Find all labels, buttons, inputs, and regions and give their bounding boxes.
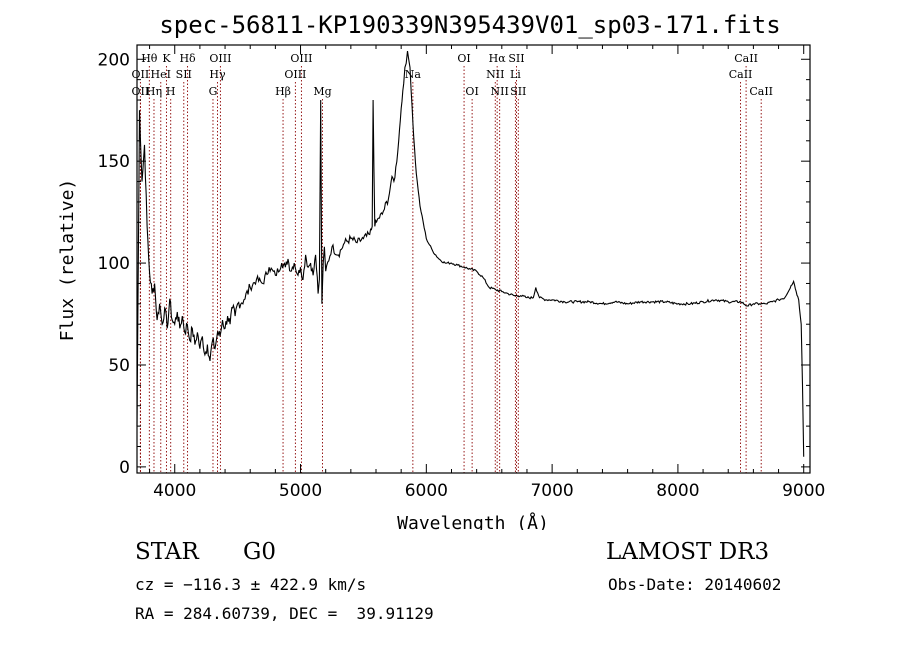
spectral-line-label: Mg [313, 85, 331, 98]
spectral-line-label: OII [132, 68, 150, 81]
axis-ticks: 4000 5000 6000 7000 8000 9000 0 50 100 150 200 [98, 45, 825, 501]
spectral-line-label: NII [491, 85, 509, 98]
y-tick-label: 50 [108, 356, 130, 376]
spectral-line-label: Li [510, 68, 521, 81]
spectral-line-label: CaII [734, 52, 758, 65]
spectral-line-label: Hη [146, 85, 162, 98]
spectral-line-label: HeI [151, 68, 171, 81]
spectral-line-label: NII [486, 68, 504, 81]
spectral-line-label: Hδ [179, 52, 196, 65]
x-tick-label: 9000 [782, 481, 825, 501]
spectral-line-label: SII [510, 85, 526, 98]
spectral-line-label: OIII [284, 68, 306, 81]
object-subclass: G0 [243, 539, 277, 565]
spectral-line-label: OIII [290, 52, 312, 65]
x-tick-label: 5000 [279, 481, 322, 501]
spectral-line-label: CaII [749, 85, 773, 98]
y-axis-label: Flux (relative) [57, 179, 78, 342]
spectral-line-label: Na [405, 68, 422, 81]
spectral-line-label: CaII [729, 68, 753, 81]
spectral-line-label: OI [465, 85, 478, 98]
spectral-line-label: SII [508, 52, 524, 65]
x-tick-label: 7000 [530, 481, 573, 501]
x-tick-label: 6000 [405, 481, 448, 501]
spectral-line-label: Hγ [209, 68, 226, 81]
spectral-line-label: H [166, 85, 176, 98]
chart-title: spec-56811-KP190339N395439V01_sp03-171.f… [159, 11, 780, 39]
y-tick-label: 200 [98, 50, 130, 70]
y-tick-label: 0 [119, 458, 130, 478]
x-tick-label: 4000 [153, 481, 196, 501]
y-tick-label: 150 [98, 152, 130, 172]
survey-name: LAMOST DR3 [606, 539, 770, 565]
spectrum-line [136, 51, 805, 457]
observation-date: Obs-Date: 20140602 [608, 575, 782, 594]
spectral-line-label: SII [176, 68, 192, 81]
x-axis-label: Wavelength (Å) [397, 512, 549, 530]
spectral-line-label: K [162, 52, 171, 65]
spectral-line-label: Hθ [141, 52, 158, 65]
spectrum-chart: spec-56811-KP190339N395439V01_sp03-171.f… [57, 11, 825, 530]
y-tick-label: 100 [98, 254, 130, 274]
spectral-line-label: OII [132, 85, 150, 98]
spectral-line-label: G [209, 85, 218, 98]
spectral-line-label: Hα [489, 52, 507, 65]
coordinates: RA = 284.60739, DEC = 39.91129 [135, 604, 434, 623]
spectral-line-label: OIII [209, 52, 231, 65]
plot-frame [136, 44, 811, 474]
spectral-line-label: OI [457, 52, 470, 65]
redshift-velocity: cz = −116.3 ± 422.9 km/s [135, 575, 367, 594]
spectral-line-label: Hβ [275, 85, 291, 98]
object-class: STAR [135, 539, 199, 565]
x-tick-label: 8000 [656, 481, 699, 501]
